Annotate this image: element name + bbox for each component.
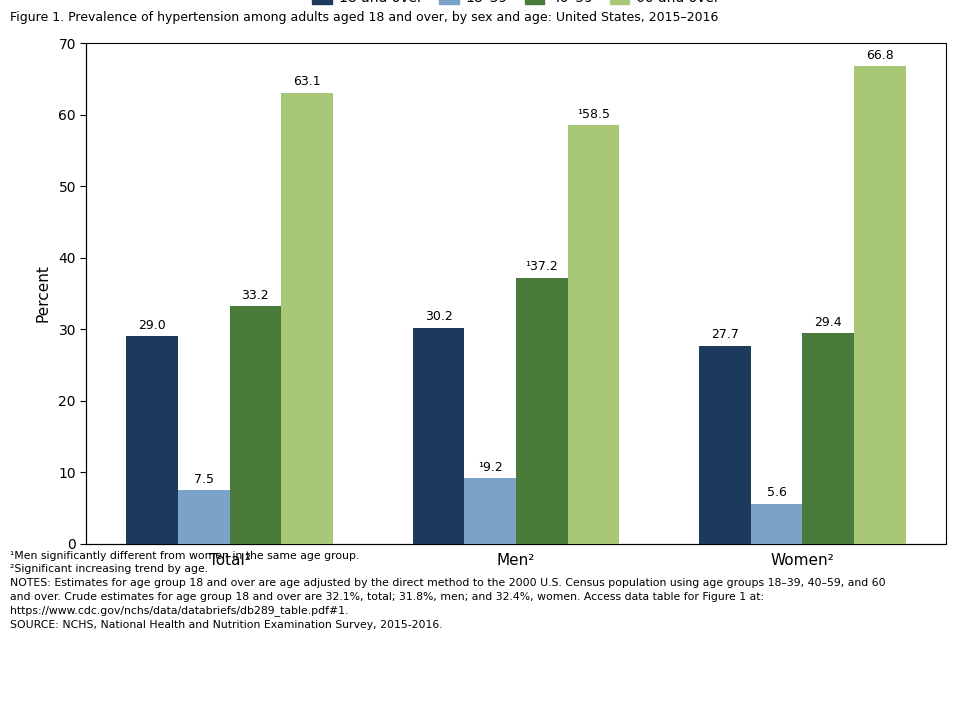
Text: 7.5: 7.5 (194, 473, 214, 486)
Text: 29.0: 29.0 (138, 319, 166, 332)
Bar (86, 43, 946, 544)
Bar (803, 333, 854, 544)
Text: 63.1: 63.1 (293, 75, 321, 89)
Bar (699, 346, 751, 544)
Text: 30.2: 30.2 (424, 310, 452, 323)
Bar (229, 306, 281, 544)
Text: 33.2: 33.2 (242, 289, 269, 302)
Bar (413, 328, 465, 544)
Text: Figure 1. Prevalence of hypertension among adults aged 18 and over, by sex and a: Figure 1. Prevalence of hypertension amo… (10, 11, 718, 24)
Text: ¹58.5: ¹58.5 (577, 108, 610, 121)
Bar (178, 490, 229, 544)
Bar (854, 66, 905, 544)
Bar (465, 478, 516, 544)
Bar (127, 336, 178, 544)
Bar (516, 278, 567, 544)
Text: 66.8: 66.8 (866, 49, 894, 62)
Y-axis label: Percent: Percent (35, 264, 50, 323)
Text: 5.6: 5.6 (767, 486, 786, 499)
Text: 29.4: 29.4 (814, 316, 842, 329)
Bar (281, 93, 333, 544)
Text: ¹9.2: ¹9.2 (478, 461, 503, 474)
Text: ¹37.2: ¹37.2 (525, 261, 558, 274)
Bar (567, 125, 619, 544)
Text: 27.7: 27.7 (711, 328, 739, 341)
Text: ¹Men significantly different from women in the same age group.
²Significant incr: ¹Men significantly different from women … (10, 551, 885, 630)
Legend: 18 and over, 18–39, 40–59, 60 and over: 18 and over, 18–39, 40–59, 60 and over (307, 0, 725, 11)
Bar (751, 503, 803, 544)
